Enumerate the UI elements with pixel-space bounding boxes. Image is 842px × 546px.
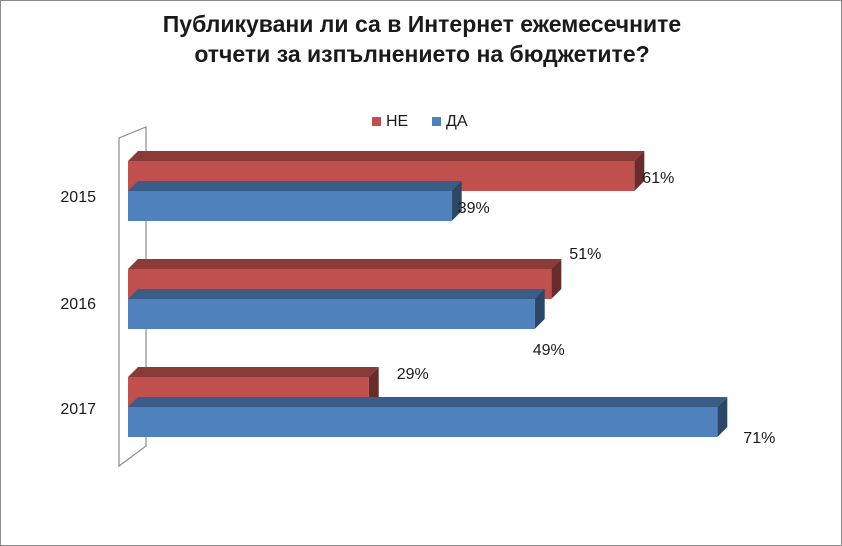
bar-front-face <box>128 407 718 437</box>
bar-2017-ДА <box>128 397 728 437</box>
bar-2016-ДА <box>128 289 545 329</box>
chart-title: Публикувани ли са в Интернет ежемесечнит… <box>1 9 842 69</box>
legend-label-1: ДА <box>446 113 468 130</box>
bar-top-face <box>128 151 645 161</box>
bar-2015-ДА <box>128 181 462 221</box>
data-label-2016-ДА: 49% <box>533 342 565 359</box>
data-label-2016-НЕ: 51% <box>569 246 601 263</box>
bar-front-face <box>128 299 535 329</box>
bar-side-face <box>534 289 545 329</box>
category-label-2017: 2017 <box>60 401 96 418</box>
bar-side-face <box>717 397 728 437</box>
bar-top-face <box>128 367 379 377</box>
chart-title-line-1: Публикувани ли са в Интернет ежемесечнит… <box>162 11 682 37</box>
bars <box>128 151 728 437</box>
bar-front-face <box>128 191 452 221</box>
bar-top-face <box>128 259 562 269</box>
labels: 2015 61% 39% 2016 51% 49% 2017 29% 71% <box>60 170 775 447</box>
legend-swatch-0 <box>372 117 381 126</box>
chart-title-line-2: отчети за изпълнението на бюджетите? <box>194 41 650 67</box>
data-label-2017-ДА: 71% <box>743 430 775 447</box>
data-label-2015-НЕ: 61% <box>642 170 674 187</box>
axis-wall <box>118 126 147 468</box>
bar-top-face <box>128 289 545 299</box>
legend-swatch-1 <box>432 117 441 126</box>
data-label-2015-ДА: 39% <box>458 200 490 217</box>
bar-side-face <box>451 181 462 221</box>
bar-side-face <box>551 259 562 299</box>
bar-top-face <box>128 397 728 407</box>
category-label-2015: 2015 <box>60 189 96 206</box>
data-label-2017-НЕ: 29% <box>397 366 429 383</box>
bar-top-face <box>128 181 462 191</box>
category-label-2016: 2016 <box>60 296 96 313</box>
legend: НЕ ДА <box>372 113 468 130</box>
bar-side-face <box>634 151 645 191</box>
axis-back-wall <box>118 126 147 468</box>
legend-label-0: НЕ <box>386 113 408 130</box>
